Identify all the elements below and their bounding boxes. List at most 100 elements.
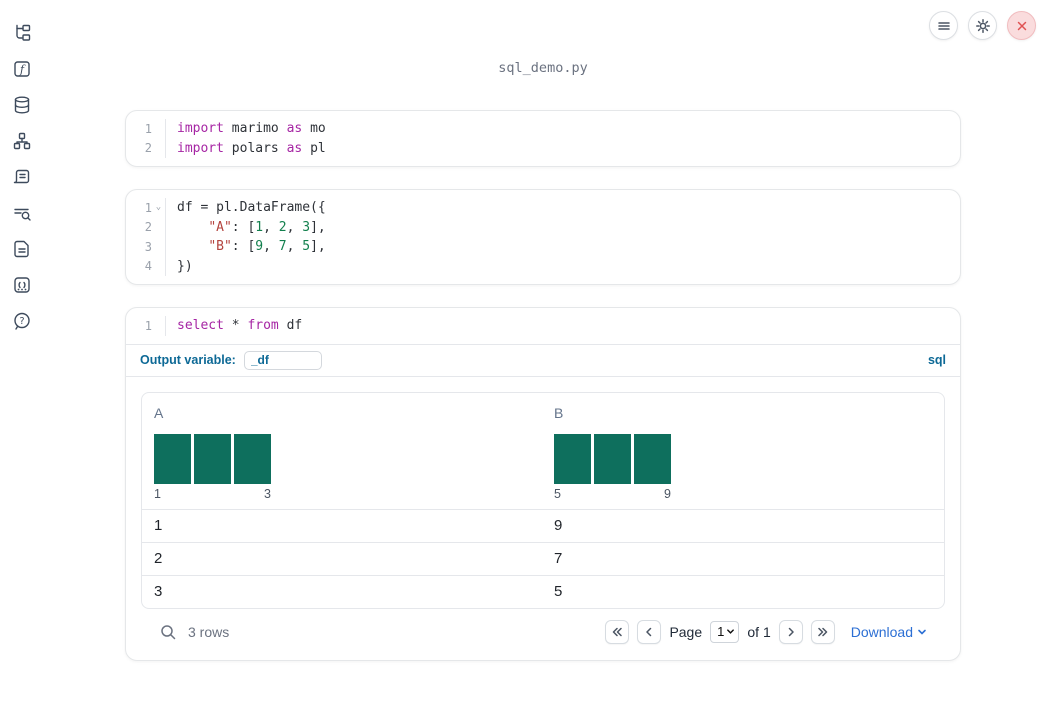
chevron-down-icon [727, 629, 735, 634]
first-page-button[interactable] [605, 619, 630, 644]
notebook: sql_demo.py 1 import marimo as mo 2 import … [125, 0, 961, 661]
histogram-axis: 1 3 [154, 487, 271, 509]
gutter-divider [165, 138, 166, 158]
histogram-bar [154, 433, 191, 484]
table-cell: 1 [154, 517, 163, 534]
svg-text:?: ? [19, 316, 24, 327]
code-text: df = pl.DataFrame({ [177, 200, 326, 216]
gutter-divider [165, 119, 166, 139]
page-label: Page [669, 623, 703, 640]
prev-page-button[interactable] [637, 619, 662, 644]
code-cell-dataframe: 1 ⌄ df = pl.DataFrame({2 "A": [1, 2, 3], 3 … [125, 189, 961, 285]
histogram-max: 9 [664, 486, 671, 501]
histogram-axis: 5 9 [554, 487, 671, 509]
line-number: 2 [144, 141, 152, 156]
gutter-divider [165, 217, 166, 237]
language-badge[interactable]: sql [927, 353, 946, 367]
table-footer: 3 rows Page 1 of 1 Download [159, 619, 927, 644]
histogram-min: 1 [154, 486, 161, 501]
output-variable-bar: Output variable: sql [126, 345, 960, 376]
code-text: "B": [9, 7, 5], [208, 239, 326, 255]
code-editor[interactable]: 1 ⌄ df = pl.DataFrame({2 "A": [1, 2, 3], 3 … [126, 190, 960, 284]
shutdown-button[interactable] [1007, 11, 1036, 40]
chevrons-right-icon [817, 627, 827, 636]
column-label: A [154, 404, 164, 421]
row-count: 3 rows [159, 623, 229, 641]
page-select[interactable]: 1 [710, 620, 740, 643]
data-sources-icon[interactable] [11, 95, 33, 115]
snippets-icon[interactable] [11, 275, 33, 295]
histogram-bar [194, 433, 231, 484]
fold-chevron-icon[interactable]: ⌄ [155, 202, 162, 213]
sql-cell: 1 select * from df Output variable: sql A… [125, 307, 961, 661]
column-label: B [554, 404, 564, 421]
code-editor[interactable]: 1 import marimo as mo 2 import polars as pl [126, 111, 960, 166]
divider [126, 343, 960, 345]
divider [126, 375, 960, 377]
svg-text:f: f [19, 63, 26, 76]
code-line: 2 import polars as pl [126, 138, 960, 158]
helper-sidebar: f ? [0, 0, 44, 713]
table-cell: 3 [154, 583, 163, 600]
last-page-button[interactable] [810, 619, 835, 644]
dataframe-table: A 1 3 B 5 9 [141, 391, 945, 609]
dependencies-icon[interactable] [11, 131, 33, 151]
output-variable-label: Output variable: [140, 353, 236, 367]
variables-icon[interactable]: f [11, 59, 33, 79]
download-button[interactable]: Download [851, 624, 927, 640]
code-line: 2 "A": [1, 2, 3], [126, 217, 960, 237]
gear-icon [975, 18, 990, 33]
gutter-divider [165, 256, 166, 276]
row-count-label: 3 rows [188, 623, 230, 640]
gutter-divider [165, 316, 166, 336]
histogram-bar [634, 433, 671, 484]
code-line: 1 import marimo as mo [126, 119, 960, 139]
close-icon [1017, 21, 1026, 30]
code-line: 4}) [126, 256, 960, 276]
histogram-min: 5 [554, 486, 561, 501]
download-label: Download [850, 623, 913, 640]
code-text: select * from df [177, 318, 303, 334]
column-histogram [554, 433, 932, 484]
chevrons-left-icon [613, 627, 623, 636]
page-select-value: 1 [717, 624, 725, 639]
help-icon[interactable]: ? [11, 311, 33, 331]
logs-icon[interactable] [11, 203, 33, 223]
line-number: 4 [144, 259, 152, 274]
table-header: A 1 3 B 5 9 [142, 393, 944, 509]
scratchpad-icon[interactable] [11, 167, 33, 187]
column-header-a[interactable]: A 1 3 [142, 403, 542, 509]
histogram-bar [234, 433, 271, 484]
gutter-divider [165, 198, 166, 218]
histogram-max: 3 [264, 486, 271, 501]
code-cell-imports: 1 import marimo as mo 2 import polars as pl [125, 110, 961, 167]
code-text: "A": [1, 2, 3], [208, 219, 326, 235]
code-line: 1 ⌄ df = pl.DataFrame({ [126, 198, 960, 218]
gutter-divider [165, 237, 166, 257]
notebook-menu-button[interactable] [929, 11, 958, 40]
chevron-right-icon [788, 627, 794, 636]
top-controls [929, 11, 1036, 40]
menu-icon [937, 21, 950, 30]
output-variable-input[interactable] [243, 350, 322, 370]
dataframe-output: A 1 3 B 5 9 [141, 391, 945, 644]
column-header-b[interactable]: B 5 9 [542, 403, 944, 509]
histogram-bar [594, 433, 631, 484]
line-number: 1 [144, 318, 152, 333]
documentation-icon[interactable] [11, 239, 33, 259]
code-text: }) [177, 258, 193, 274]
line-number: 2 [144, 220, 152, 235]
page-total: of 1 [747, 623, 771, 640]
sql-editor[interactable]: 1 select * from df [126, 308, 960, 344]
next-page-button[interactable] [778, 619, 803, 644]
search-icon[interactable] [159, 623, 177, 641]
settings-button[interactable] [968, 11, 997, 40]
file-explorer-icon[interactable] [11, 23, 33, 43]
table-cell: 9 [554, 517, 563, 534]
chevron-down-icon [918, 629, 926, 635]
pagination: Page 1 of 1 Download [605, 619, 927, 644]
